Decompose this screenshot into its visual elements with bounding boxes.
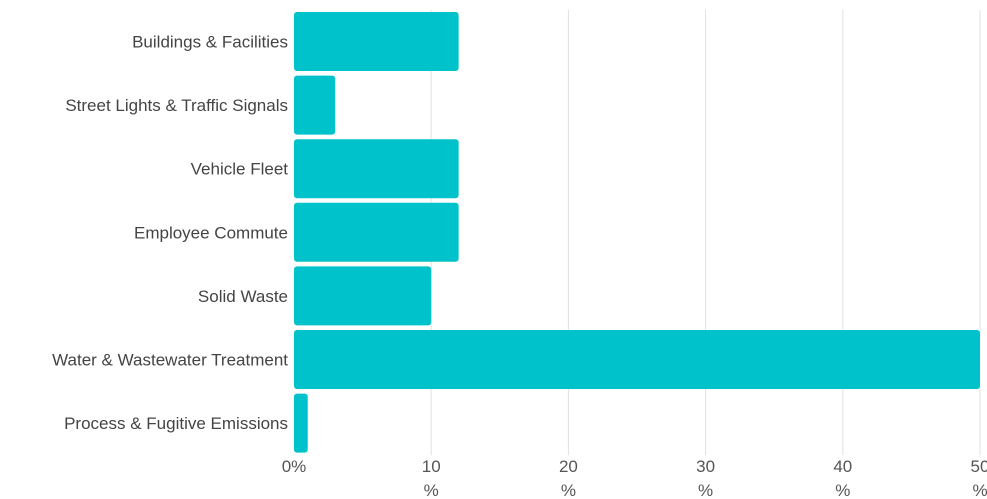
x-tick-label-10: 10 (422, 457, 441, 476)
bar-process-and-fugitive-emissions (294, 393, 308, 453)
x-tick-label-20: 20 (559, 457, 578, 476)
x-tick-suffix-20: % (561, 481, 576, 499)
bars (294, 12, 980, 453)
category-label-buildings-and-facilities: Buildings & Facilities (132, 33, 288, 52)
category-label-street-lights-and-traffic-signals: Street Lights & Traffic Signals (65, 96, 288, 115)
category-label-solid-waste: Solid Waste (198, 287, 288, 306)
category-label-process-and-fugitive-emissions: Process & Fugitive Emissions (64, 414, 288, 433)
bar-buildings-and-facilities (294, 12, 459, 71)
bar-solid-waste (294, 266, 432, 326)
x-tick-suffix-40: % (835, 481, 850, 499)
x-tick-label-50: 50 (971, 457, 987, 476)
x-tick-label-30: 30 (696, 457, 715, 476)
bar-vehicle-fleet (294, 139, 459, 199)
x-tick-suffix-50: % (972, 481, 987, 499)
x-axis-ticks: 0% 10% 20% 30% 40% 50% (282, 457, 987, 499)
x-tick-label-40: 40 (833, 457, 852, 476)
x-tick-label-0: 0% (282, 457, 307, 476)
bar-employee-commute (294, 202, 459, 262)
category-label-water-and-wastewater-treatment: Water & Wastewater Treatment (52, 351, 288, 370)
bar-street-lights-and-traffic-signals (294, 75, 336, 135)
category-label-vehicle-fleet: Vehicle Fleet (191, 160, 289, 179)
bar-water-and-wastewater-treatment (294, 330, 980, 389)
category-labels: Buildings & Facilities Street Lights & Tr… (52, 33, 288, 434)
x-tick-suffix-30: % (698, 481, 713, 499)
x-tick-suffix-10: % (424, 481, 439, 499)
category-label-employee-commute: Employee Commute (134, 223, 288, 242)
